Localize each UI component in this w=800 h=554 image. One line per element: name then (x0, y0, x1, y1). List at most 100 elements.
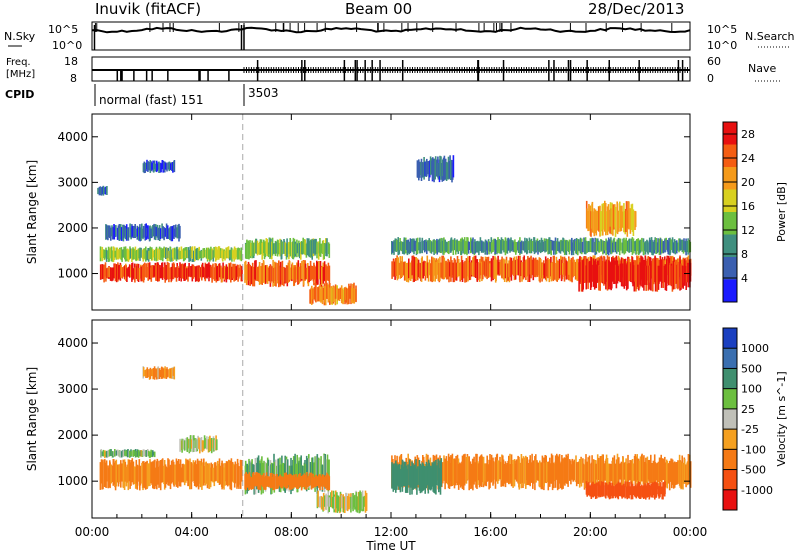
data-cell (628, 201, 630, 230)
colorbar-segment (723, 469, 737, 491)
data-cell (183, 464, 186, 486)
x-tick-label: 08:00 (274, 525, 309, 539)
data-cell (406, 263, 409, 279)
data-cell (616, 453, 619, 483)
data-cell (603, 255, 605, 286)
data-cell (474, 258, 476, 277)
data-cell (442, 238, 444, 255)
data-cell (309, 289, 311, 304)
data-cell (428, 238, 430, 252)
data-cell (547, 239, 549, 255)
data-cell (120, 451, 123, 458)
data-cell (681, 239, 684, 252)
data-cell (459, 463, 462, 488)
data-cell (341, 288, 343, 304)
data-cell (492, 255, 494, 281)
data-cell (481, 456, 483, 483)
data-cell (400, 241, 403, 252)
data-cell (435, 262, 438, 279)
data-cell (460, 255, 463, 280)
data-cell (545, 462, 548, 483)
data-cell (299, 473, 301, 487)
data-cell (565, 239, 568, 256)
data-cell (614, 486, 617, 499)
data-cell (479, 455, 482, 486)
data-cell (645, 485, 647, 500)
data-cell (188, 249, 190, 262)
data-cell (586, 240, 588, 253)
data-cell (164, 264, 166, 283)
data-cell (336, 288, 339, 301)
data-cell (131, 458, 134, 483)
data-cell (138, 267, 141, 280)
data-cell (664, 239, 666, 253)
data-cell (211, 265, 213, 283)
data-cell (197, 248, 199, 261)
data-cell (284, 267, 286, 284)
data-cell (409, 239, 412, 252)
data-cell (607, 237, 610, 256)
data-cell (167, 262, 169, 279)
data-cell (234, 267, 236, 281)
data-cell (159, 265, 161, 279)
data-cell (232, 250, 234, 259)
data-cell (561, 240, 563, 252)
data-cell (141, 223, 143, 238)
data-cell (626, 240, 629, 252)
data-cell (171, 263, 174, 279)
data-cell (592, 258, 595, 287)
data-cell (489, 454, 491, 489)
power-y-ticks: 1000 2000 3000 4000 (57, 130, 690, 281)
data-cell (319, 243, 322, 257)
data-cell (617, 266, 619, 282)
data-cell (641, 237, 643, 252)
data-cell (531, 241, 534, 252)
data-cell (211, 464, 213, 482)
data-cell (498, 262, 500, 276)
data-cell (568, 258, 570, 275)
data-cell (500, 237, 503, 254)
data-cell (532, 460, 535, 484)
data-cell (489, 263, 491, 277)
data-cell (202, 266, 205, 278)
y-tick-label: 3000 (57, 382, 88, 396)
data-cell (671, 265, 674, 292)
colorbar-tick-label: 20 (741, 176, 755, 189)
data-cell (139, 227, 141, 242)
data-cell (522, 456, 525, 486)
data-cell (499, 456, 501, 480)
data-cell (291, 242, 293, 259)
data-cell (433, 239, 435, 255)
data-cell (689, 461, 692, 488)
data-cell (254, 260, 256, 280)
data-cell (437, 163, 440, 180)
data-cell (571, 458, 574, 480)
data-cell (208, 463, 211, 489)
colorbar-tick-label: 24 (741, 152, 755, 165)
data-cell (613, 455, 616, 486)
data-cell (490, 454, 493, 482)
data-cell (214, 439, 216, 451)
data-cell (427, 161, 429, 175)
data-cell (558, 242, 561, 253)
data-cell (310, 265, 312, 280)
data-cell (155, 369, 158, 380)
data-cell (216, 439, 218, 451)
data-cell (317, 457, 320, 485)
data-cell (436, 240, 438, 255)
data-cell (481, 261, 483, 282)
data-cell (655, 463, 657, 481)
data-cell (422, 240, 424, 251)
data-cell (109, 247, 112, 259)
data-cell (636, 239, 638, 255)
data-cell (159, 228, 162, 240)
data-cell (318, 474, 320, 488)
data-cell (157, 227, 160, 238)
data-cell (157, 366, 160, 380)
data-cell (264, 265, 267, 284)
data-cell (179, 438, 181, 452)
data-cell (606, 206, 609, 236)
data-cell (113, 228, 116, 240)
data-cell (118, 264, 120, 278)
data-cell (280, 475, 282, 488)
